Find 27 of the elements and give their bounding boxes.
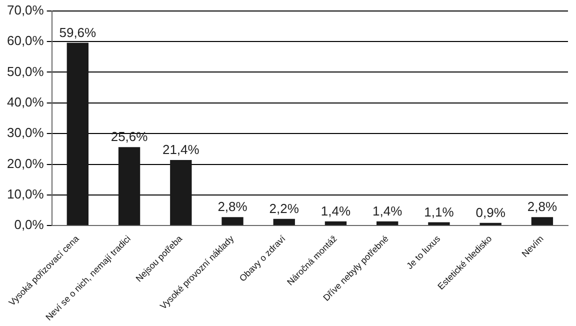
data-label: 2,8% bbox=[527, 199, 558, 214]
y-tick-label: 40,0% bbox=[6, 94, 44, 110]
data-label: 0,9% bbox=[476, 204, 506, 220]
y-tick-label: 60,0% bbox=[6, 33, 44, 48]
bar bbox=[480, 222, 502, 226]
bar bbox=[376, 221, 398, 226]
y-tick-label: 10,0% bbox=[6, 186, 44, 202]
data-label: 1,4% bbox=[320, 203, 351, 218]
data-label: 59,6% bbox=[59, 24, 97, 40]
bar bbox=[324, 221, 347, 226]
data-label: 21,4% bbox=[162, 142, 200, 158]
bar bbox=[222, 217, 244, 226]
bar bbox=[273, 218, 295, 226]
bar bbox=[170, 160, 192, 226]
bar bbox=[531, 217, 554, 226]
data-label: 1,4% bbox=[372, 203, 403, 218]
y-tick-label: 0,0% bbox=[14, 217, 44, 232]
data-label: 1,1% bbox=[424, 204, 454, 220]
y-tick-label: 50,0% bbox=[6, 64, 44, 79]
data-label: 2,8% bbox=[218, 199, 248, 214]
data-label: 2,2% bbox=[269, 200, 300, 216]
y-tick-label: 30,0% bbox=[6, 125, 44, 140]
bar bbox=[118, 147, 140, 226]
y-tick-label: 20,0% bbox=[6, 156, 44, 171]
y-tick-label: 70,0% bbox=[6, 2, 44, 18]
data-label: 25,6% bbox=[110, 129, 148, 144]
bar bbox=[66, 42, 89, 226]
